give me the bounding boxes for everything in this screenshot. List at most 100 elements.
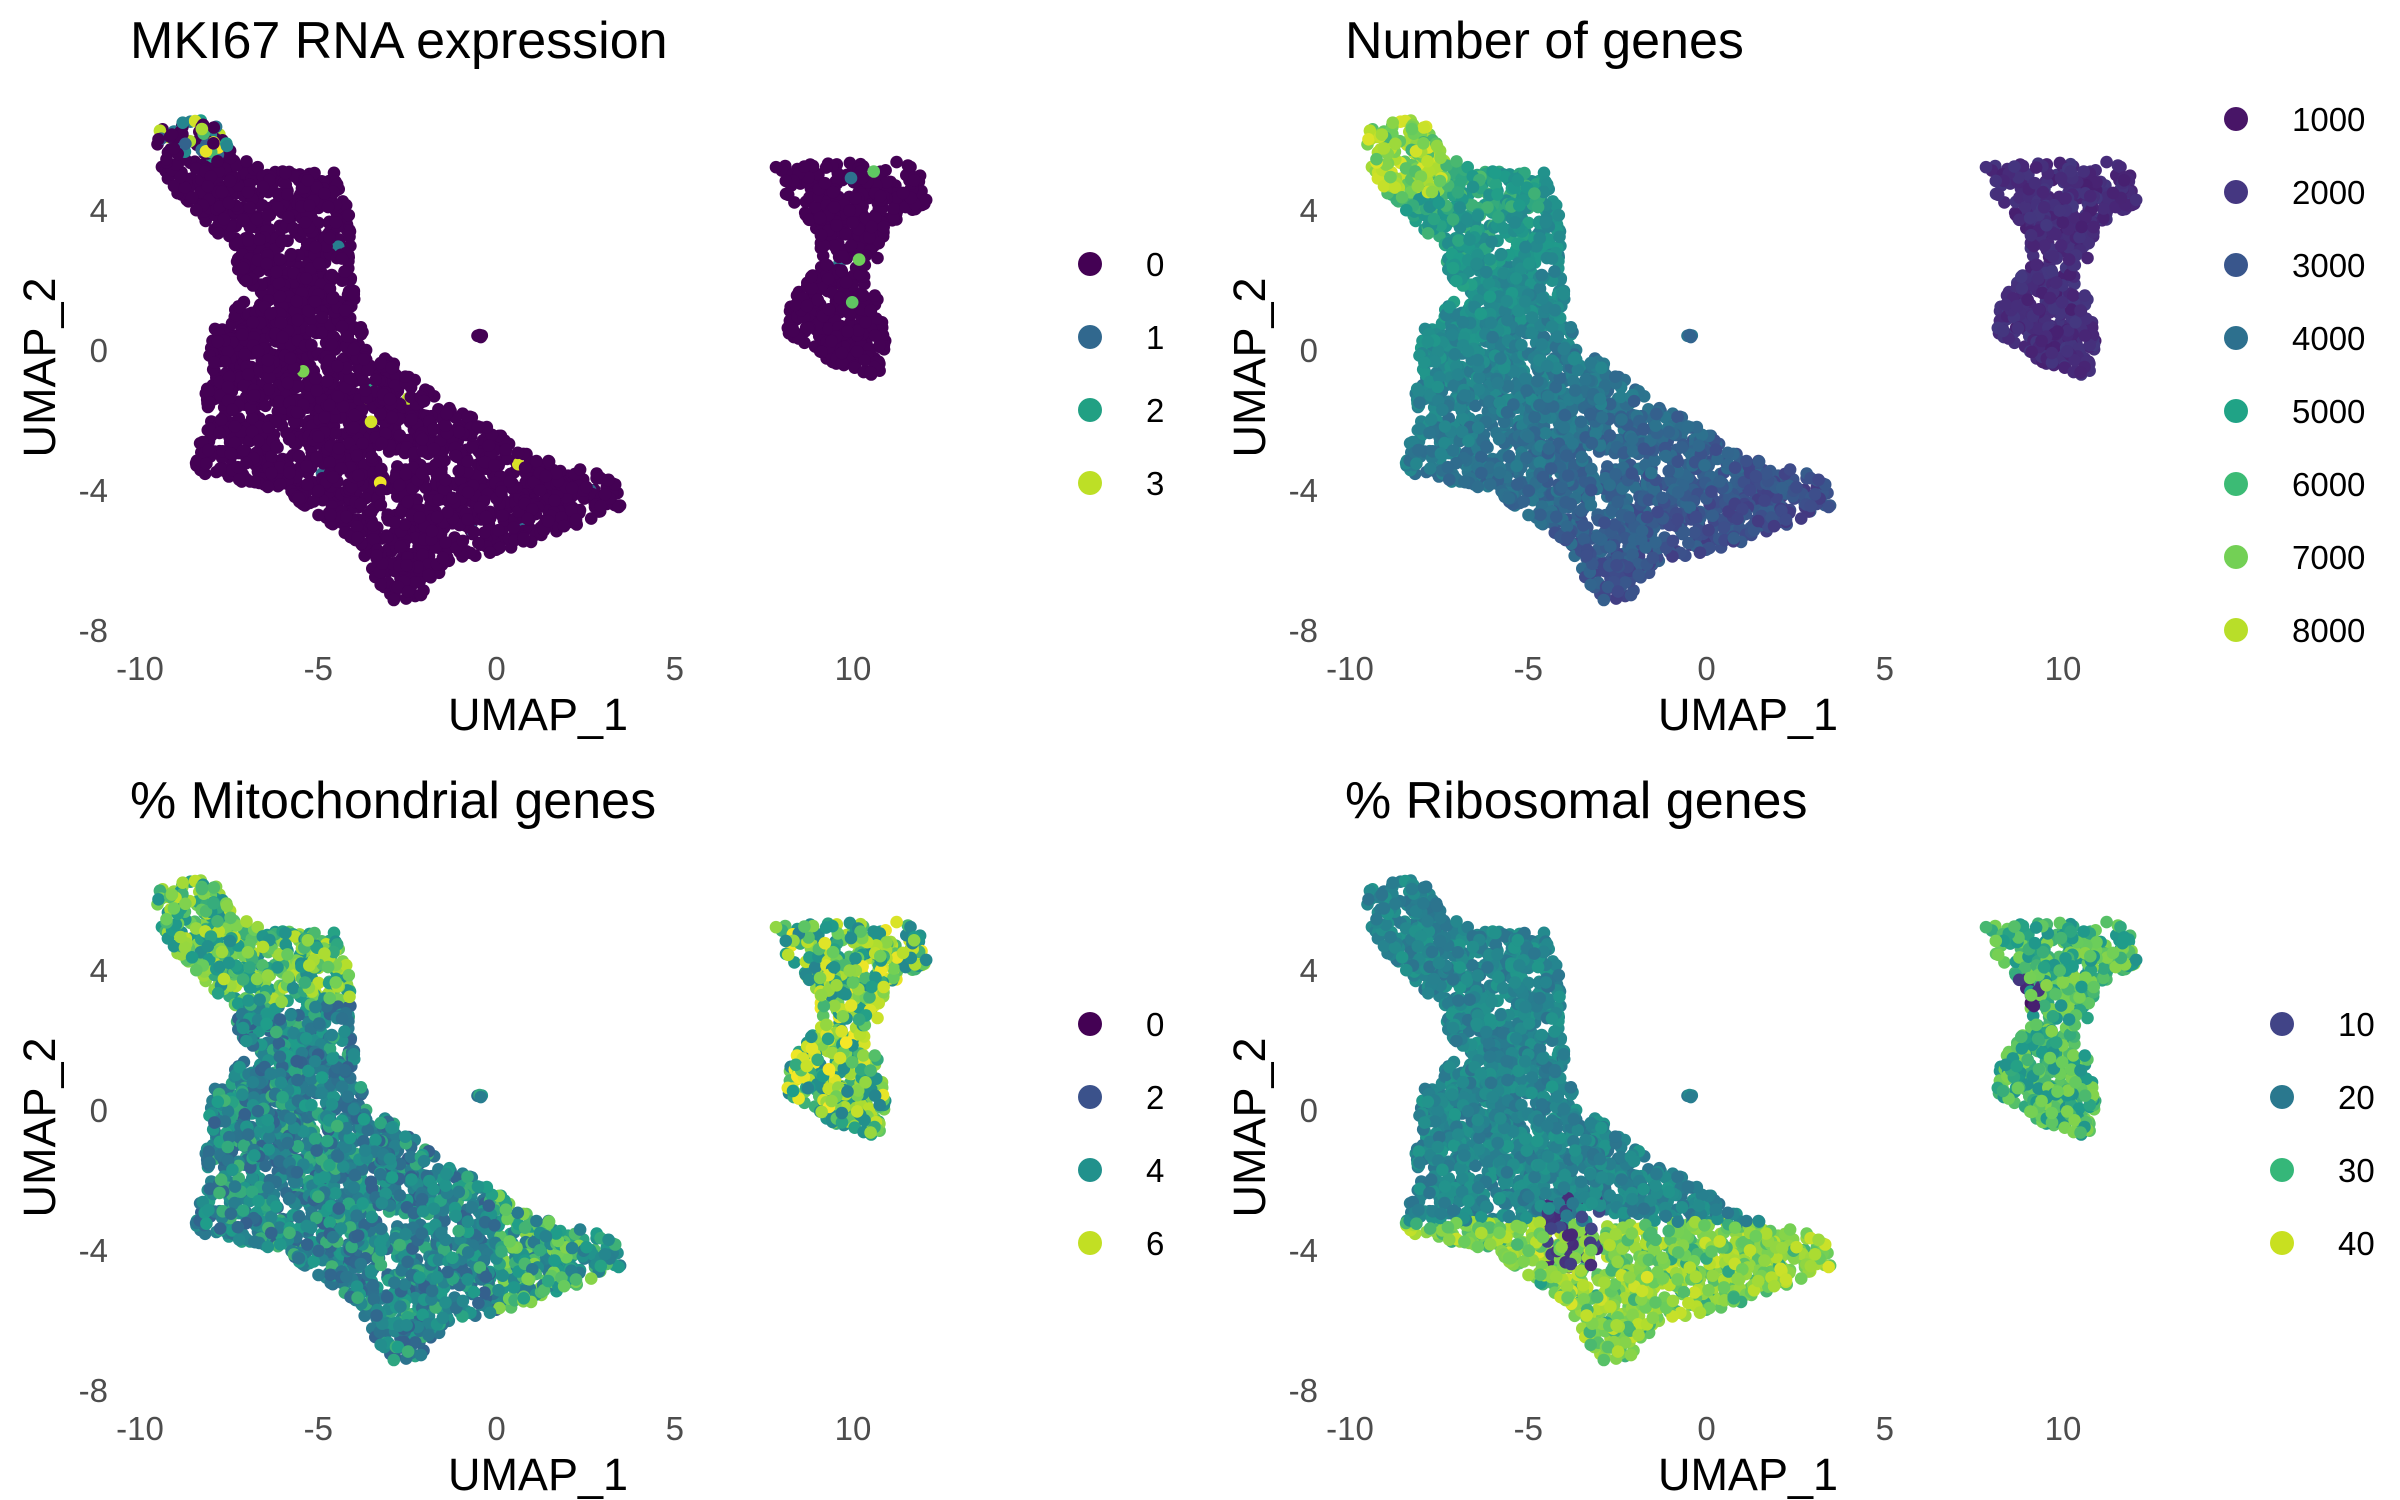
scatter-points xyxy=(151,114,933,607)
data-point xyxy=(167,142,181,155)
data-point xyxy=(2015,282,2029,295)
data-point xyxy=(482,439,496,453)
legend-label: 3 xyxy=(1146,465,1164,502)
data-point xyxy=(461,513,474,526)
data-point xyxy=(521,512,534,526)
data-point xyxy=(598,488,612,501)
data-point xyxy=(435,466,448,480)
data-point xyxy=(305,338,318,352)
data-point xyxy=(338,304,352,317)
y-tick-label: -8 xyxy=(79,612,108,649)
data-point xyxy=(356,437,370,450)
data-point xyxy=(557,519,571,533)
data-point xyxy=(413,511,426,524)
data-point xyxy=(347,421,361,434)
data-point xyxy=(176,116,189,129)
data-point xyxy=(841,325,854,338)
data-point xyxy=(830,219,843,232)
legend-swatch xyxy=(1078,325,1102,349)
data-point xyxy=(805,282,819,295)
data-point xyxy=(399,370,412,384)
data-point xyxy=(511,446,525,460)
data-point xyxy=(919,193,933,207)
data-point xyxy=(261,353,275,367)
data-point xyxy=(877,220,890,234)
data-point xyxy=(300,459,314,473)
data-point xyxy=(308,372,322,386)
data-point xyxy=(357,353,371,366)
data-point xyxy=(341,330,355,344)
data-point xyxy=(347,288,361,301)
data-point xyxy=(329,427,342,440)
data-point xyxy=(383,392,397,406)
data-point xyxy=(416,445,430,458)
data-point xyxy=(207,137,220,150)
data-point xyxy=(252,434,265,448)
data-point xyxy=(331,390,345,403)
data-point xyxy=(283,432,296,445)
data-point xyxy=(850,345,864,358)
data-point xyxy=(817,239,831,253)
data-point xyxy=(479,510,493,524)
data-point xyxy=(471,420,485,433)
data-point xyxy=(261,209,275,222)
data-point xyxy=(849,192,862,205)
data-point xyxy=(220,139,234,153)
data-point xyxy=(301,174,315,187)
data-point xyxy=(836,249,850,263)
data-point xyxy=(863,231,876,244)
data-point xyxy=(374,498,388,512)
data-point xyxy=(446,491,459,505)
data-point xyxy=(507,521,521,534)
data-point xyxy=(612,500,625,514)
data-point xyxy=(342,208,356,222)
data-point xyxy=(833,291,847,305)
data-point xyxy=(261,480,275,494)
data-point xyxy=(385,361,398,375)
data-point xyxy=(253,233,266,246)
data-point xyxy=(417,394,431,408)
data-point xyxy=(190,203,203,217)
data-point xyxy=(264,307,278,321)
data-point xyxy=(541,514,555,528)
legend-label: 1 xyxy=(1146,319,1164,356)
data-point xyxy=(813,211,827,225)
x-tick-label: -10 xyxy=(116,650,164,687)
data-point xyxy=(517,532,531,545)
data-point xyxy=(366,519,380,532)
data-point xyxy=(439,419,452,433)
data-point xyxy=(281,188,294,201)
data-point xyxy=(174,170,187,184)
data-point xyxy=(427,442,441,456)
data-point xyxy=(160,152,173,166)
data-point xyxy=(315,311,329,324)
data-point xyxy=(185,191,199,204)
data-point xyxy=(312,508,325,522)
data-point xyxy=(226,403,239,417)
data-point xyxy=(580,480,593,494)
data-point xyxy=(165,128,179,141)
data-point xyxy=(503,475,516,488)
data-point xyxy=(449,449,463,463)
data-point xyxy=(393,429,407,442)
data-point xyxy=(569,513,583,526)
data-point xyxy=(801,321,815,335)
data-point xyxy=(248,475,261,489)
data-point xyxy=(179,137,192,151)
data-point xyxy=(221,380,235,394)
data-point xyxy=(331,359,344,373)
data-point xyxy=(815,345,828,359)
data-point xyxy=(871,251,884,265)
legend-swatch xyxy=(1078,398,1102,422)
data-point xyxy=(213,462,227,475)
data-point xyxy=(387,593,401,607)
data-point xyxy=(584,512,598,525)
data-point xyxy=(844,239,858,252)
data-point xyxy=(351,531,364,544)
x-tick-label: 0 xyxy=(487,650,505,687)
data-point xyxy=(461,455,475,469)
data-point xyxy=(865,220,878,234)
data-point xyxy=(461,486,475,499)
data-point xyxy=(439,536,452,549)
data-point xyxy=(499,443,513,457)
